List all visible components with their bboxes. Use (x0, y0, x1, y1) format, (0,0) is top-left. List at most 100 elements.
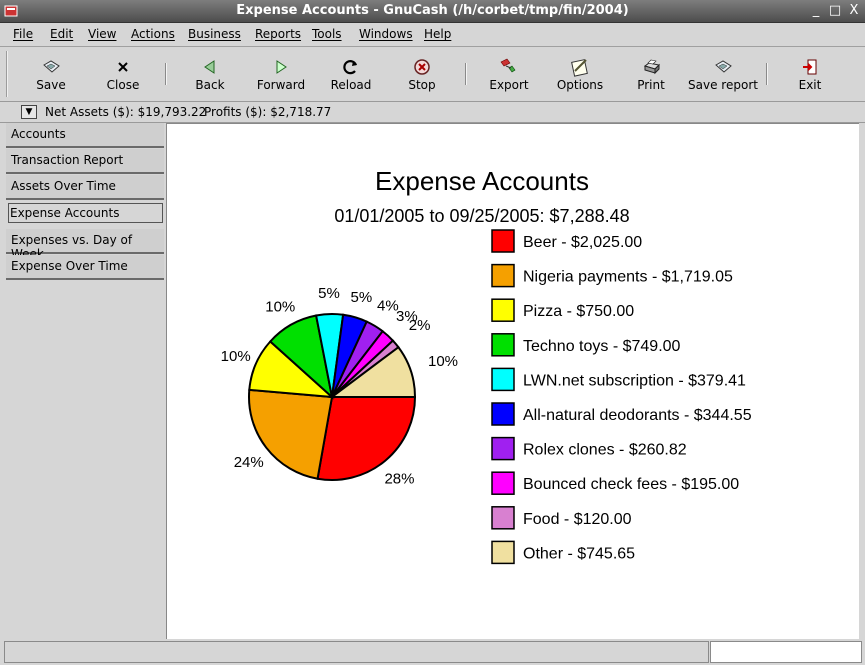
legend-swatch (491, 333, 515, 357)
legend-swatch (491, 367, 515, 392)
print-button[interactable]: Print (616, 57, 686, 92)
toolbar: Save Close Back Forward Reload Stop (0, 47, 865, 102)
menu-file[interactable]: File (13, 27, 34, 41)
tab-accounts[interactable]: Accounts (6, 123, 164, 148)
tab-expense-accounts[interactable]: Expense Accounts (8, 203, 163, 223)
legend-swatch (491, 436, 515, 461)
summary-dropdown-button[interactable]: ▼ (21, 105, 37, 119)
stop-icon (414, 59, 430, 75)
pie-percent-label: 5% (350, 289, 372, 306)
toolbar-separator (766, 63, 768, 85)
exit-label: Exit (798, 78, 822, 92)
legend-swatch (491, 506, 515, 530)
forward-button[interactable]: Forward (246, 57, 316, 92)
export-label: Export (489, 78, 529, 92)
reload-button[interactable]: Reload (316, 57, 386, 92)
close-icon (118, 62, 128, 72)
status-bar (4, 641, 709, 663)
legend-label: All-natural deodorants - $344.55 (523, 407, 752, 424)
legend-label: Rolex clones - $260.82 (523, 442, 687, 459)
maximize-button[interactable]: □ (828, 3, 842, 18)
menu-edit[interactable]: Edit (50, 27, 74, 41)
pie-percent-label: 2% (409, 317, 431, 334)
legend-label: Pizza - $750.00 (523, 303, 634, 320)
menu-actions[interactable]: Actions (131, 27, 175, 41)
legend-swatch (491, 402, 515, 426)
menu-business[interactable]: Business (188, 27, 241, 41)
legend-label: Food - $120.00 (523, 511, 632, 528)
legend-label: Other - $745.65 (523, 545, 635, 562)
legend-label: Bounced check fees - $195.00 (523, 476, 739, 493)
stop-button[interactable]: Stop (387, 57, 457, 92)
forward-label: Forward (256, 78, 306, 92)
legend-swatch (491, 298, 515, 322)
pie-percent-label: 28% (384, 470, 414, 487)
menu-windows[interactable]: Windows (359, 27, 413, 41)
save-button[interactable]: Save (16, 57, 86, 92)
pie-percent-label: 24% (234, 454, 264, 471)
legend-swatch (491, 540, 515, 565)
close-button[interactable]: Close (88, 57, 158, 92)
export-button[interactable]: Export (474, 57, 544, 92)
printer-icon (643, 59, 661, 75)
menu-view[interactable]: View (88, 27, 117, 41)
legend-label: Nigeria payments - $1,719.05 (523, 269, 733, 286)
back-button[interactable]: Back (175, 57, 245, 92)
exit-door-icon (803, 59, 817, 75)
exit-button[interactable]: Exit (775, 57, 845, 92)
toolbar-separator (165, 63, 167, 85)
report-tabs: Accounts Transaction Report Assets Over … (6, 123, 164, 281)
tab-expense-over-time[interactable]: Expense Over Time (6, 255, 164, 280)
legend-label: Techno toys - $749.00 (523, 338, 681, 355)
pie-percent-label: 10% (428, 353, 458, 370)
options-label: Options (556, 78, 604, 92)
options-icon (571, 59, 588, 77)
close-label: Close (106, 78, 140, 92)
tab-transaction-report[interactable]: Transaction Report (6, 149, 164, 174)
window-title: Expense Accounts - GnuCash (/h/corbet/tm… (236, 3, 629, 18)
tab-assets-over-time[interactable]: Assets Over Time (6, 175, 164, 200)
pie-percent-label: 3% (396, 308, 418, 325)
export-icon (500, 58, 516, 73)
chart-subtitle: 01/01/2005 to 09/25/2005: $7,288.48 (334, 206, 629, 226)
pie-slice (248, 388, 334, 480)
pie-percent-label: 10% (221, 348, 251, 365)
back-label: Back (195, 78, 225, 92)
stop-label: Stop (408, 78, 436, 92)
window-titlebar[interactable]: Expense Accounts - GnuCash (/h/corbet/tm… (0, 0, 865, 23)
close-window-button[interactable]: X (849, 3, 859, 18)
report-view[interactable]: Expense Accounts 01/01/2005 to 09/25/200… (166, 123, 859, 639)
pie-slices (248, 313, 417, 481)
pie-slice (328, 345, 417, 398)
save-report-label: Save report (688, 78, 758, 92)
pie-slice (316, 396, 417, 481)
pie-percent-label: 4% (377, 298, 399, 315)
tab-expenses-vs-day-of-week[interactable]: Expenses vs. Day of Week (6, 229, 164, 261)
back-arrow-icon (204, 60, 215, 74)
menu-help[interactable]: Help (424, 27, 452, 41)
print-label: Print (637, 78, 665, 92)
legend-swatch (491, 229, 515, 253)
reload-icon (343, 60, 358, 75)
menu-tools[interactable]: Tools (312, 27, 342, 41)
save-icon (43, 60, 60, 73)
save-report-button[interactable]: Save report (686, 57, 760, 92)
legend-label: Beer - $2,025.00 (523, 234, 642, 251)
menu-reports[interactable]: Reports (255, 27, 302, 41)
chart-legend: Beer - $2,025.00 Nigeria payments - $1,71… (491, 229, 752, 565)
chart-title: Expense Accounts (375, 166, 589, 196)
reload-label: Reload (330, 78, 372, 92)
minimize-button[interactable]: _ (812, 3, 820, 18)
save-report-icon (715, 60, 732, 73)
save-label: Save (36, 78, 66, 92)
status-progress (710, 641, 862, 663)
pie-percent-label: 5% (318, 285, 340, 302)
options-button[interactable]: Options (545, 57, 615, 92)
net-assets: Net Assets ($): $19,793.22 (45, 105, 207, 119)
toolbar-grip[interactable] (6, 51, 16, 97)
pie-percent-labels: 28% 24% 10% 10% 5% 5% 4%3%2% 10% (221, 285, 458, 487)
window-menu-icon[interactable] (3, 3, 19, 19)
profits: Profits ($): $2,718.77 (204, 105, 332, 119)
legend-swatch (491, 263, 515, 288)
expense-pie-chart: Expense Accounts 01/01/2005 to 09/25/200… (221, 166, 752, 565)
